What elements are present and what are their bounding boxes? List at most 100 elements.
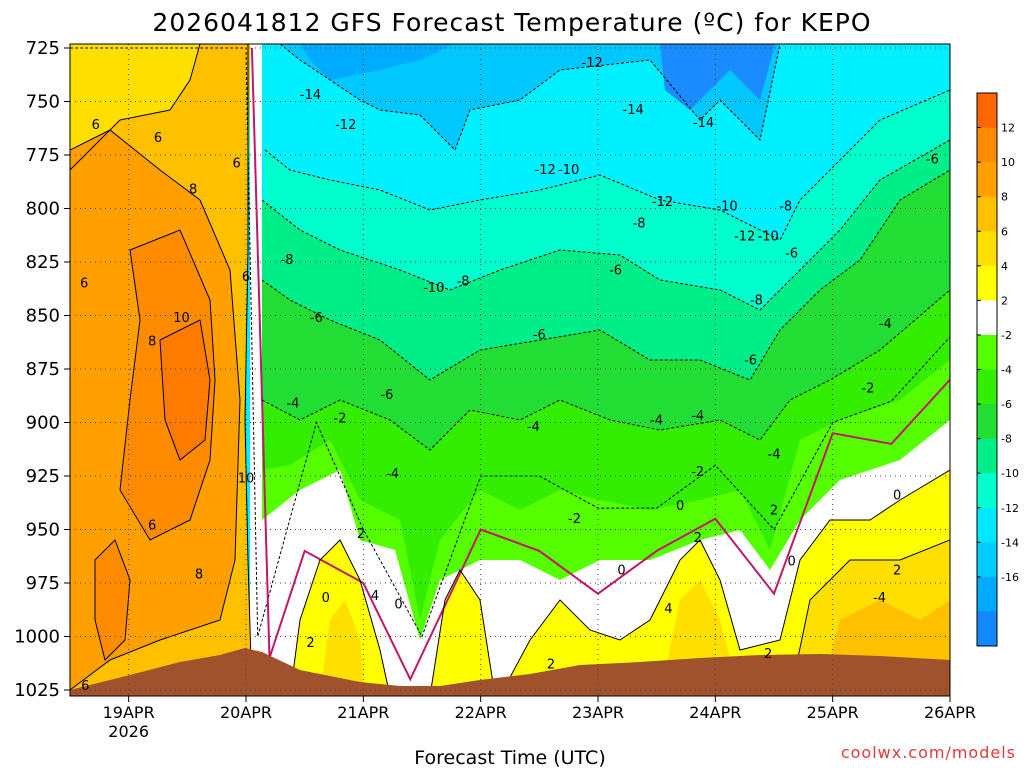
contour-label: -6: [785, 247, 798, 262]
colorbar-tick-label: -2: [1001, 329, 1012, 342]
colorbar-swatch: [977, 438, 997, 474]
y-tick-label: 975: [26, 573, 60, 594]
contour-label: -2: [861, 381, 874, 396]
contour-label: 6: [242, 270, 250, 285]
contour-label: -4: [286, 396, 299, 411]
x-axis-label: Forecast Time (UTC): [414, 747, 605, 768]
y-tick-label: 875: [26, 359, 60, 380]
contour-label: -2: [333, 411, 346, 426]
contour-label: -14: [300, 88, 321, 103]
hottest-core-19apr: [160, 320, 210, 460]
hot-core-low-19apr: [95, 540, 130, 660]
y-tick-label: 1025: [14, 680, 60, 701]
colorbar-tick-label: -8: [1001, 433, 1012, 446]
x-tick-year: 2026: [108, 722, 149, 741]
x-tick-label: 24APR: [689, 703, 741, 722]
contour-label: -8: [281, 253, 294, 268]
contour-label: 6: [80, 277, 88, 292]
colorbar-swatch: [977, 507, 997, 543]
colorbar-tick-label: -14: [1001, 536, 1019, 549]
colorbar: 12 10 8 6 4 2 -2 -4 -6 -8 -10 -12 -14 -16: [976, 92, 1019, 647]
contour-label: -4: [650, 414, 663, 429]
colorbar-tick-label: 10: [1001, 156, 1015, 169]
contour-label: -2: [568, 512, 581, 527]
y-tick-label: 750: [26, 92, 60, 113]
y-tick-label: 775: [26, 145, 60, 166]
x-tick-label: 20APR: [220, 703, 272, 722]
grid-lines: [70, 44, 950, 696]
x-tick-label: 22APR: [455, 703, 507, 722]
colorbar-swatch: [977, 162, 997, 198]
colorbar-swatch: [977, 404, 997, 440]
colorbar-swatch: [977, 196, 997, 232]
colorbar-swatch: [977, 473, 997, 509]
colorbar-tick-label: -12: [1001, 502, 1019, 515]
contour-label: -6: [926, 152, 939, 167]
warm-edge-north: [70, 44, 200, 170]
contour-label: -10: [758, 229, 779, 244]
contour-label: -4: [768, 448, 781, 463]
colorbar-tick-label: 4: [1001, 260, 1008, 273]
contour-label: -12: [335, 118, 356, 133]
cold-isotherms: [261, 44, 950, 451]
contour-label: 10: [173, 311, 190, 326]
contour-label: -12: [652, 195, 673, 210]
contour-label: 8: [148, 334, 156, 349]
credit-link[interactable]: coolwx.com/models: [841, 743, 1016, 762]
isotherm-minus-2: [70, 47, 950, 638]
colorbar-tick-label: -16: [1001, 571, 1019, 584]
plot-frame: [69, 43, 951, 697]
contour-label: -12: [535, 163, 556, 178]
colorbar-tick-label: -10: [1001, 467, 1019, 480]
colorbar-tick-label: 6: [1001, 225, 1008, 238]
contour-label: -6: [380, 388, 393, 403]
colorbar-swatch: [977, 369, 997, 405]
contour-label: 2: [357, 527, 365, 542]
y-tick-label: 950: [26, 520, 60, 541]
contour-label: 2: [547, 657, 555, 672]
contour-label: 4: [664, 602, 672, 617]
contour-label: -6: [533, 328, 546, 343]
contour-label: 2: [770, 503, 778, 518]
y-tick-label: 1000: [14, 627, 60, 648]
warm-blob-21apr-core: [320, 600, 365, 696]
chart-title: 2026041812 GFS Forecast Temperature (ºC)…: [152, 8, 871, 37]
contour-label: 0: [893, 488, 901, 503]
x-tick-label: 19APR: [103, 703, 155, 722]
x-tick-label: 23APR: [572, 703, 624, 722]
contour-label: 2: [893, 563, 901, 578]
contour-label: -10: [423, 281, 444, 296]
contour-label: -4: [873, 591, 886, 606]
contour-label: -8: [457, 274, 470, 289]
colorbar-swatch: [977, 542, 997, 578]
contour-label: -14: [693, 116, 714, 131]
y-tick-label: 800: [26, 199, 60, 220]
contour-label: 6: [81, 679, 89, 694]
contour-label: 6: [232, 157, 240, 172]
band-minus-16-east: [660, 44, 775, 110]
y-tick-label: 725: [26, 38, 60, 59]
colorbar-swatch: [977, 231, 997, 267]
colorbar-swatch: [977, 300, 997, 336]
contour-label: 0: [617, 563, 625, 578]
contour-label: -10: [558, 163, 579, 178]
x-tick-label: 25APR: [807, 703, 859, 722]
contour-label: -8: [779, 200, 792, 215]
contour-label: 2: [306, 636, 314, 651]
contour-label: 0: [676, 499, 684, 514]
y-tick-label: 850: [26, 306, 60, 327]
y-axis: 725 750 775 800 825 850 875 900 925 950 975 1000 102…: [14, 38, 70, 701]
colorbar-swatch: [977, 611, 997, 647]
x-tick-label: 26APR: [924, 703, 976, 722]
contour-label: 6: [148, 518, 156, 533]
contour-label: -4: [691, 409, 704, 424]
colorbar-tick-label: 2: [1001, 294, 1008, 307]
contour-label: -14: [623, 103, 644, 118]
x-tick-label: 21APR: [337, 703, 389, 722]
colorbar-swatch: [977, 265, 997, 301]
contour-label: 4: [371, 589, 379, 604]
